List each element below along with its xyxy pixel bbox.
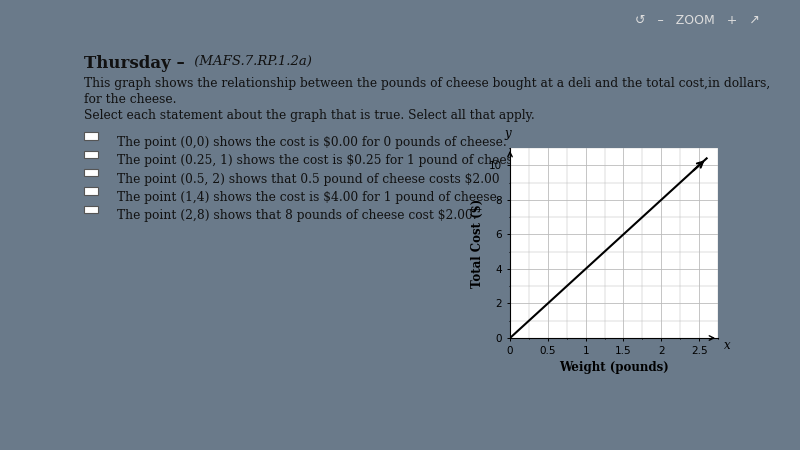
Text: The point (1,4) shows the cost is $4.00 for 1 pound of cheese.: The point (1,4) shows the cost is $4.00 …: [117, 191, 501, 204]
X-axis label: Weight (pounds): Weight (pounds): [559, 361, 669, 374]
Text: The point (0.5, 2) shows that 0.5 pound of cheese costs $2.00: The point (0.5, 2) shows that 0.5 pound …: [117, 173, 499, 186]
Text: Select each statement about the graph that is true. Select all that apply.: Select each statement about the graph th…: [84, 108, 534, 122]
Text: x: x: [724, 339, 731, 352]
Text: Thursday –: Thursday –: [84, 55, 184, 72]
Text: This graph shows the relationship between the pounds of cheese bought at a deli : This graph shows the relationship betwee…: [84, 77, 770, 90]
Bar: [84, 132, 98, 140]
Bar: [84, 206, 98, 213]
Text: The point (0.25, 1) shows the cost is $0.25 for 1 pound of cheese.: The point (0.25, 1) shows the cost is $0…: [117, 154, 524, 167]
Text: (MAFS.7.RP.1.2a): (MAFS.7.RP.1.2a): [190, 55, 312, 68]
Text: for the cheese.: for the cheese.: [84, 93, 176, 105]
Text: The point (2,8) shows that 8 pounds of cheese cost $2.00.: The point (2,8) shows that 8 pounds of c…: [117, 209, 477, 222]
Bar: [84, 169, 98, 176]
Text: The point (0,0) shows the cost is $0.00 for 0 pounds of cheese.: The point (0,0) shows the cost is $0.00 …: [117, 136, 506, 149]
Y-axis label: Total Cost ($): Total Cost ($): [470, 198, 484, 288]
Text: ↺   –   ZOOM   +   ↗: ↺ – ZOOM + ↗: [635, 14, 760, 27]
Text: y: y: [505, 127, 511, 140]
Bar: [84, 187, 98, 194]
Bar: [84, 151, 98, 158]
